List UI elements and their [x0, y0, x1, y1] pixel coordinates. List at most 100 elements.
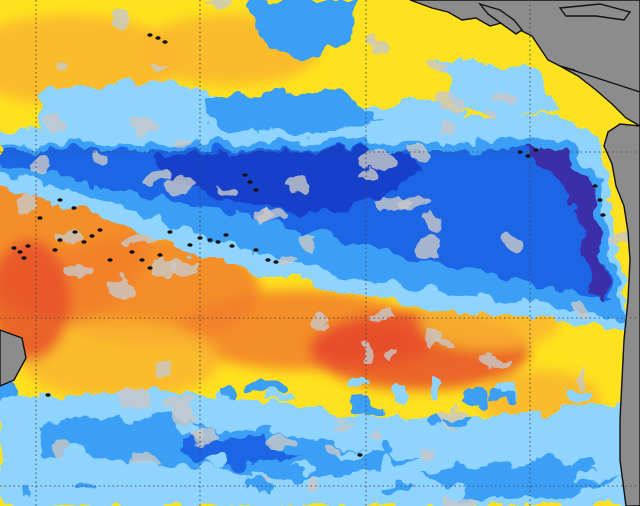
north-cool-core [200, 90, 380, 135]
warm-anomaly-blob [20, 320, 220, 400]
neutral-patch [45, 113, 67, 133]
cool-speckle [429, 378, 441, 397]
cool-speckle [203, 455, 228, 468]
cool-speckle [0, 384, 22, 402]
neutral-patch [400, 193, 431, 211]
cool-speckle [508, 458, 526, 467]
neutral-patch [92, 153, 111, 168]
cool-speckle [314, 411, 338, 429]
neutral-patch [438, 122, 458, 135]
neutral-patch [437, 341, 453, 350]
island-marker [253, 248, 259, 252]
neutral-patch [58, 266, 94, 284]
island-marker [107, 258, 113, 262]
neutral-patch [208, 0, 234, 11]
island-marker [517, 150, 523, 154]
neutral-patch [170, 405, 199, 427]
neutral-patch [406, 143, 433, 166]
island-marker [592, 184, 598, 188]
neutral-patch [483, 110, 496, 118]
island-marker [273, 260, 279, 264]
neutral-patch [377, 198, 410, 209]
cool-speckle [589, 472, 608, 481]
island-marker [147, 33, 153, 37]
island-marker [197, 236, 203, 240]
neutral-patch [220, 184, 235, 197]
cool-speckle [103, 460, 136, 476]
island-marker [265, 258, 271, 262]
neutral-patch [361, 340, 372, 362]
island-marker [207, 238, 213, 242]
neutral-patch [360, 147, 395, 169]
cool-speckle [245, 482, 258, 499]
neutral-patch [252, 212, 284, 222]
cool-speckle [78, 481, 93, 488]
cool-speckle [57, 445, 84, 463]
neutral-patch [578, 368, 587, 386]
south-america-land [603, 123, 640, 506]
island-marker [162, 40, 168, 44]
island-marker [357, 453, 363, 457]
neutral-patch [479, 353, 507, 366]
neutral-patch [282, 176, 311, 193]
caribbean-islands [558, 3, 632, 21]
neutral-patch [424, 215, 442, 233]
neutral-patch [147, 64, 175, 71]
island-marker [247, 180, 253, 184]
neutral-patch [169, 258, 199, 273]
neutral-patch [57, 232, 86, 244]
neutral-patch [370, 432, 387, 439]
neutral-patch [17, 193, 37, 215]
cool-speckle [564, 387, 591, 404]
cool-speckle [63, 414, 101, 429]
neutral-patch [263, 436, 295, 448]
south-east-cool [420, 460, 620, 500]
cool-speckle [149, 387, 165, 396]
island-marker [129, 250, 135, 254]
island-marker [525, 154, 531, 158]
island-marker [89, 234, 95, 238]
neutral-patch [112, 12, 127, 31]
island-marker [215, 240, 221, 244]
cool-speckle [349, 377, 369, 389]
neutral-patch [575, 300, 585, 317]
neutral-patch [257, 212, 266, 224]
neutral-patch [163, 394, 199, 408]
island-marker [533, 148, 539, 152]
island-marker [71, 206, 77, 210]
cool-speckle [263, 392, 298, 402]
cool-speckle [340, 448, 369, 456]
cool-speckle [125, 428, 142, 440]
neutral-patch [122, 232, 157, 244]
cool-speckle [248, 380, 285, 393]
neutral-patch [329, 444, 344, 453]
neutral-patch [502, 232, 526, 253]
north-cool-patch [250, 0, 360, 60]
neutral-patch [299, 232, 312, 253]
cool-speckle [176, 422, 199, 435]
neutral-patch [420, 443, 437, 463]
cool-speckle [271, 465, 301, 482]
island-marker [147, 266, 153, 270]
cool-speckle [487, 395, 520, 403]
neutral-patch [56, 62, 68, 71]
neutral-patch [117, 388, 150, 409]
island-marker [72, 230, 78, 234]
island-marker [600, 213, 606, 217]
neutral-patch [128, 454, 159, 465]
neutral-patch [496, 92, 521, 103]
neutral-patch [434, 91, 466, 111]
cool-speckle [171, 483, 188, 503]
cool-speckle [468, 438, 479, 457]
cool-speckle [17, 495, 32, 502]
cool-speckle [12, 393, 47, 407]
island-marker [17, 250, 23, 254]
cool-speckle [471, 427, 500, 443]
neutral-patch [416, 236, 444, 258]
island-marker [52, 248, 58, 252]
neutral-patch [363, 40, 391, 53]
island-marker [37, 216, 43, 220]
